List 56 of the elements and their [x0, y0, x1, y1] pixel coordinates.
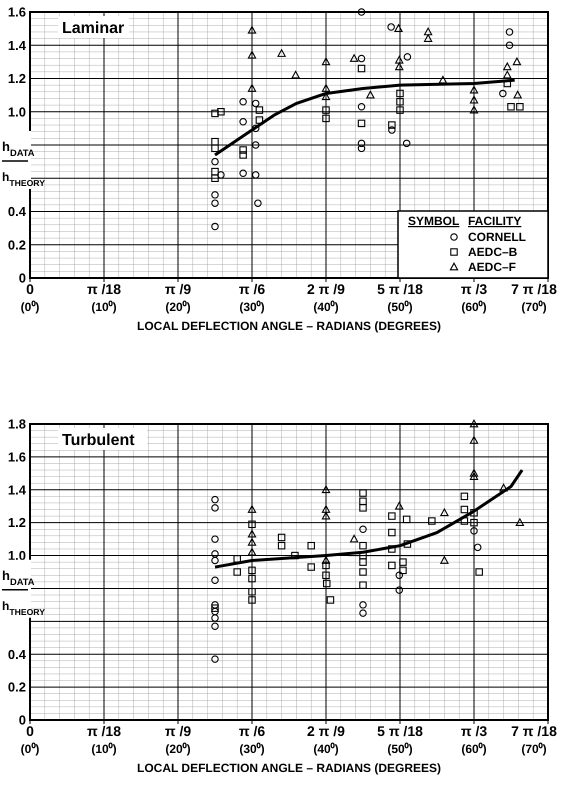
x-tick-label: (30⁰) [239, 300, 265, 314]
text: Laminar [62, 20, 124, 37]
y-tick-label: 1.8 [8, 416, 26, 432]
x2-tick-label: 5 π /18 [377, 723, 424, 739]
y-tick-label: 1.4 [8, 38, 27, 53]
x2-tick-label: 2 π /9 [307, 723, 346, 739]
x-tick-label: (60⁰) [461, 300, 487, 314]
legend-label: AEDC–F [468, 260, 516, 274]
x2-tick-label: π /9 [164, 723, 192, 739]
x2-tick-label: π /6 [238, 723, 266, 739]
x-tick-label: (20⁰) [165, 300, 191, 314]
y-tick-label: 1.2 [8, 71, 26, 86]
legend-label: CORNELL [468, 230, 526, 244]
x2-tick-label: π /18 [86, 281, 122, 297]
x2-tick-label: 7 π /18 [511, 723, 558, 739]
y-tick-label: 1.6 [8, 4, 26, 20]
x2-tick-label: π /3 [460, 723, 488, 739]
text: Turbulent [62, 432, 136, 449]
y-tick-label: 1.6 [8, 449, 26, 464]
text: h$_{DATA}$ h$_{THEORY}$ [2, 568, 45, 617]
x-tick-label: (60⁰) [461, 742, 487, 756]
x-axis-title: LOCAL DEFLECTION ANGLE – RADIANS (DEGREES) [136, 319, 442, 333]
y-tick-label: 0.4 [8, 204, 27, 220]
x-tick-label: (40⁰) [313, 300, 339, 314]
x2-tick-label: π /18 [86, 723, 122, 739]
x-tick-label: (0⁰) [20, 300, 40, 314]
x2-tick-label: π /9 [164, 281, 192, 297]
x-tick-label: (50⁰) [387, 300, 413, 314]
x-tick-label: (40⁰) [313, 742, 339, 756]
text: h$_{DATA}$ h$_{THEORY}$ [2, 138, 45, 188]
x-tick-label: (20⁰) [165, 742, 191, 756]
x2-tick-label: π /3 [460, 281, 488, 297]
y-tick-label: 1.4 [8, 482, 27, 498]
x-tick-label: (50⁰) [387, 742, 413, 756]
y-tick-label: 0.2 [8, 680, 26, 695]
y-tick-label: 0.2 [8, 237, 26, 252]
x2-tick-label: 2 π /9 [307, 281, 346, 297]
legend-title: SYMBOL [408, 214, 460, 228]
x2-tick-label: 7 π /18 [511, 281, 558, 297]
y-tick-label: 1.0 [8, 104, 26, 120]
legend-label: AEDC–B [468, 245, 518, 259]
x-tick-label: (70⁰) [521, 742, 547, 756]
x-tick-label: (10⁰) [91, 742, 117, 756]
y-tick-label: 0 [18, 712, 26, 728]
y-tick-label: 1.0 [8, 548, 26, 564]
x2-tick-label: 5 π /18 [377, 281, 424, 297]
x-tick-label: (30⁰) [239, 742, 265, 756]
y-tick-label: 0 [18, 270, 26, 286]
annotation: FACILITY [468, 214, 522, 228]
x2-tick-label: π /6 [238, 281, 266, 297]
x-axis-title: LOCAL DEFLECTION ANGLE – RADIANS (DEGREES) [136, 761, 442, 775]
x-tick-label: (0⁰) [20, 742, 40, 756]
x-tick-label: (70⁰) [521, 300, 547, 314]
y-tick-label: 0.4 [8, 646, 27, 662]
y-tick-label: 1.2 [8, 515, 26, 530]
x-tick-label: (10⁰) [91, 300, 117, 314]
